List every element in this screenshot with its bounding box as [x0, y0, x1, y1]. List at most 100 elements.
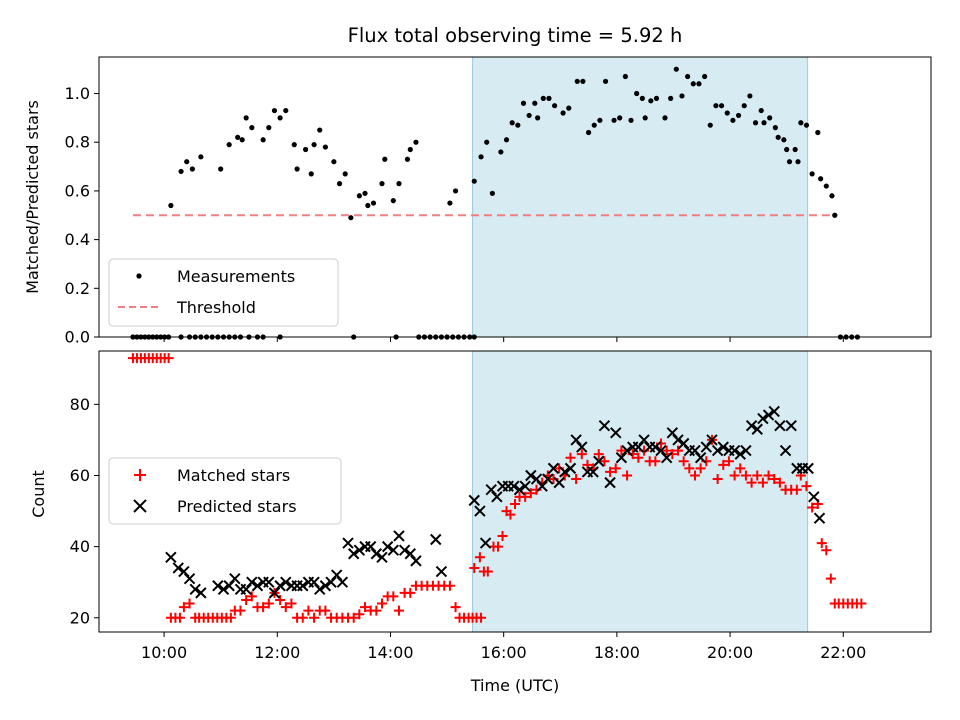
measurement-point [580, 78, 586, 84]
measurement-point [348, 215, 354, 221]
matched-star-point [297, 612, 308, 623]
top-legend: Measurements Threshold [108, 258, 339, 327]
predicted-star-point [757, 412, 769, 425]
measurement-point [597, 117, 603, 123]
measurement-point [249, 125, 255, 131]
measurement-point [690, 81, 696, 87]
legend-predicted-marker [133, 499, 147, 513]
predicted-star-point [376, 551, 388, 564]
measurement-point [662, 115, 668, 121]
predicted-star-point [398, 544, 411, 556]
predicted-star-point [621, 444, 633, 457]
matched-star-point [493, 541, 504, 552]
measurement-point [784, 146, 790, 153]
bottom-panel: 20 40 60 80 10:00 12:00 14:00 16:00 18:00 20:00 2… [29, 350, 932, 695]
top-y-ticks: 0.0 0.2 0.4 0.6 0.8 1.0 [65, 84, 99, 347]
matched-star-point [763, 470, 774, 481]
measurement-point [484, 139, 490, 145]
measurement-point [396, 181, 402, 187]
predicted-star-point [762, 409, 775, 421]
predicted-star-point [364, 540, 377, 553]
measurement-point [532, 100, 538, 106]
measurement-point [370, 200, 377, 206]
measurement-point [642, 115, 648, 121]
matched-stars-points [127, 353, 867, 623]
predicted-star-point [666, 427, 679, 439]
measurement-point [685, 73, 691, 80]
x-tick-label: 20:00 [707, 643, 753, 662]
legend-matched-marker [134, 469, 146, 481]
top-observing-window-shade [472, 56, 809, 338]
matched-star-point [263, 598, 274, 609]
measurement-point [767, 115, 773, 121]
measurement-point [832, 212, 838, 218]
measurement-point [302, 146, 309, 153]
legend-measurements-label: Measurements [177, 267, 295, 286]
predicted-star-point [751, 423, 763, 435]
measurement-point [803, 122, 810, 128]
bottom-axes-frame [98, 350, 932, 633]
matched-star-point [320, 605, 331, 616]
matched-star-point [286, 598, 297, 609]
measurement-point [611, 117, 617, 123]
predicted-star-point [660, 452, 673, 464]
matched-star-point [633, 452, 644, 463]
predicted-star-point [700, 441, 713, 453]
measurement-point [362, 190, 368, 196]
predicted-star-point [610, 427, 622, 439]
matched-star-point [616, 445, 627, 456]
x-tick-label: 16:00 [481, 643, 527, 662]
x-axis-label: Time (UTC) [470, 676, 559, 695]
predicted-star-point [785, 419, 797, 432]
measurement-point [818, 176, 824, 182]
measurement-point [552, 103, 558, 109]
measurement-point [648, 98, 654, 104]
bottom-legend-box [108, 457, 342, 525]
matched-star-point [393, 605, 404, 616]
measurement-point [515, 122, 521, 128]
predicted-star-point [576, 441, 588, 453]
measurement-point [702, 73, 708, 80]
matched-star-point [712, 474, 723, 485]
matched-star-point [678, 456, 689, 467]
bottom-y-ticks: 20 40 60 80 [70, 395, 99, 627]
matched-star-point [695, 463, 706, 474]
measurement-point [277, 115, 283, 121]
legend-threshold-label: Threshold [176, 298, 256, 317]
measurement-point [266, 125, 272, 131]
measurement-point [560, 110, 566, 116]
matched-star-point [174, 612, 185, 623]
measurement-point [772, 125, 778, 131]
measurement-point [520, 100, 527, 106]
measurement-point [308, 171, 314, 177]
measurement-point [679, 93, 685, 99]
measurement-point [761, 120, 767, 126]
predicted-star-point [689, 444, 701, 457]
measurement-point [815, 129, 821, 136]
x-tick-label: 12:00 [254, 643, 300, 662]
predicted-star-point [308, 576, 320, 588]
matched-star-point [525, 488, 536, 499]
y-tick-label: 60 [70, 466, 90, 485]
predicted-star-point [251, 580, 264, 592]
y-tick-label: 40 [70, 537, 90, 556]
matched-star-point [740, 470, 751, 481]
matched-star-point [684, 463, 695, 474]
predicted-star-point [331, 569, 343, 581]
predicted-star-point [649, 441, 662, 453]
measurement-point [471, 178, 477, 184]
measurement-point [489, 190, 495, 196]
measurement-point [809, 171, 815, 177]
measurement-point [322, 144, 328, 150]
matched-star-point [225, 612, 236, 623]
matched-star-point [746, 477, 757, 488]
predicted-star-point [189, 583, 201, 596]
matched-star-point [769, 474, 780, 485]
x-tick-label: 18:00 [594, 643, 640, 662]
predicted-star-point [404, 548, 417, 560]
measurement-point [673, 66, 679, 72]
predicted-stars-points [165, 405, 826, 599]
measurement-point [591, 122, 597, 128]
measurement-point [795, 159, 801, 165]
matched-star-point [520, 491, 531, 502]
